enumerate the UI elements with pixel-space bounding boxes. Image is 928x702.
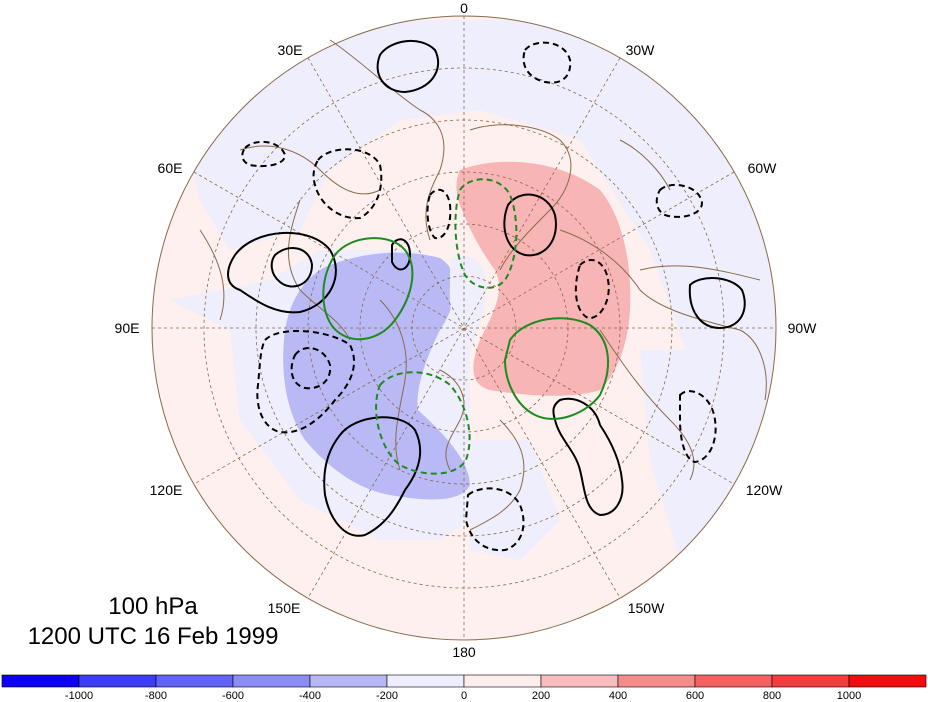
- weak-region-pole: [449, 255, 487, 350]
- anomaly-field: [152, 16, 776, 640]
- weak-negative-region-north: [180, 20, 776, 400]
- graticule: [152, 16, 776, 640]
- colorbar-swatch-1: [78, 674, 157, 688]
- contour-west-outer: [227, 231, 337, 314]
- contour-west-inner: [270, 246, 314, 288]
- lon-label-180: 180: [452, 644, 476, 660]
- lon-label-150e: 150E: [267, 600, 301, 616]
- colorbar-swatch-0: [1, 674, 80, 688]
- colorbar-swatch-11: [848, 674, 927, 688]
- contour-southwest: [323, 416, 422, 537]
- map-boundary: [151, 15, 777, 641]
- lon-label-0: 0: [460, 0, 468, 16]
- colorbar-tick-label: -800: [144, 690, 168, 702]
- pressure-level-title: 100 hPa: [108, 593, 198, 620]
- colorbar-swatch-5: [386, 674, 465, 688]
- colorbar-tick-label: 400: [608, 690, 628, 702]
- lon-label-30e: 30E: [277, 42, 303, 58]
- colorbar-swatch-8: [617, 674, 696, 688]
- contour-pacific-east: [552, 397, 624, 517]
- lon-label-30w: 30W: [625, 42, 655, 58]
- lon-label-90e: 90E: [114, 320, 140, 336]
- colorbar-swatch-7: [540, 674, 619, 688]
- colorbar-swatch-4: [309, 674, 388, 688]
- colorbar-swatch-10: [771, 674, 850, 688]
- colorbar-swatch-3: [232, 674, 311, 688]
- contour-north: [376, 39, 440, 94]
- colorbar-swatch-9: [694, 674, 773, 688]
- positive-anomaly-red: [456, 161, 631, 396]
- colorbar-tick-label: -1000: [64, 690, 94, 702]
- lon-label-60e: 60E: [157, 160, 183, 176]
- colorbar-tick-label: -600: [221, 690, 245, 702]
- lon-label-90w: 90W: [787, 320, 817, 336]
- green-contours: [322, 237, 609, 420]
- colorbar-tick-label: 800: [762, 690, 782, 702]
- colorbar-tick-label: 600: [685, 690, 705, 702]
- colorbar: [1, 674, 927, 688]
- contour-east: [688, 277, 746, 330]
- contour-arctic: [503, 193, 557, 257]
- colorbar-swatch-2: [155, 674, 234, 688]
- contour-small-pole: [391, 238, 412, 271]
- lon-label-120e: 120E: [149, 482, 183, 498]
- green-dashed-contours: [375, 178, 518, 475]
- colorbar-tick-label: -400: [298, 690, 322, 702]
- lon-label-60w: 60W: [747, 160, 777, 176]
- negative-anomaly-blue: [283, 252, 470, 500]
- coastlines: [199, 39, 767, 531]
- colorbar-swatch-6: [463, 674, 542, 688]
- lon-label-120w: 120W: [745, 482, 783, 498]
- valid-time-title: 1200 UTC 16 Feb 1999: [27, 623, 279, 650]
- lon-label-150w: 150W: [627, 600, 665, 616]
- positive-contours: [227, 39, 746, 537]
- colorbar-tick-label: -200: [375, 690, 399, 702]
- colorbar-tick-label: 200: [531, 690, 551, 702]
- colorbar-tick-label: 1000: [836, 690, 862, 702]
- negative-contours: [241, 41, 717, 552]
- colorbar-tick-label: 0: [460, 690, 468, 702]
- weak-negative-region-south: [470, 440, 560, 560]
